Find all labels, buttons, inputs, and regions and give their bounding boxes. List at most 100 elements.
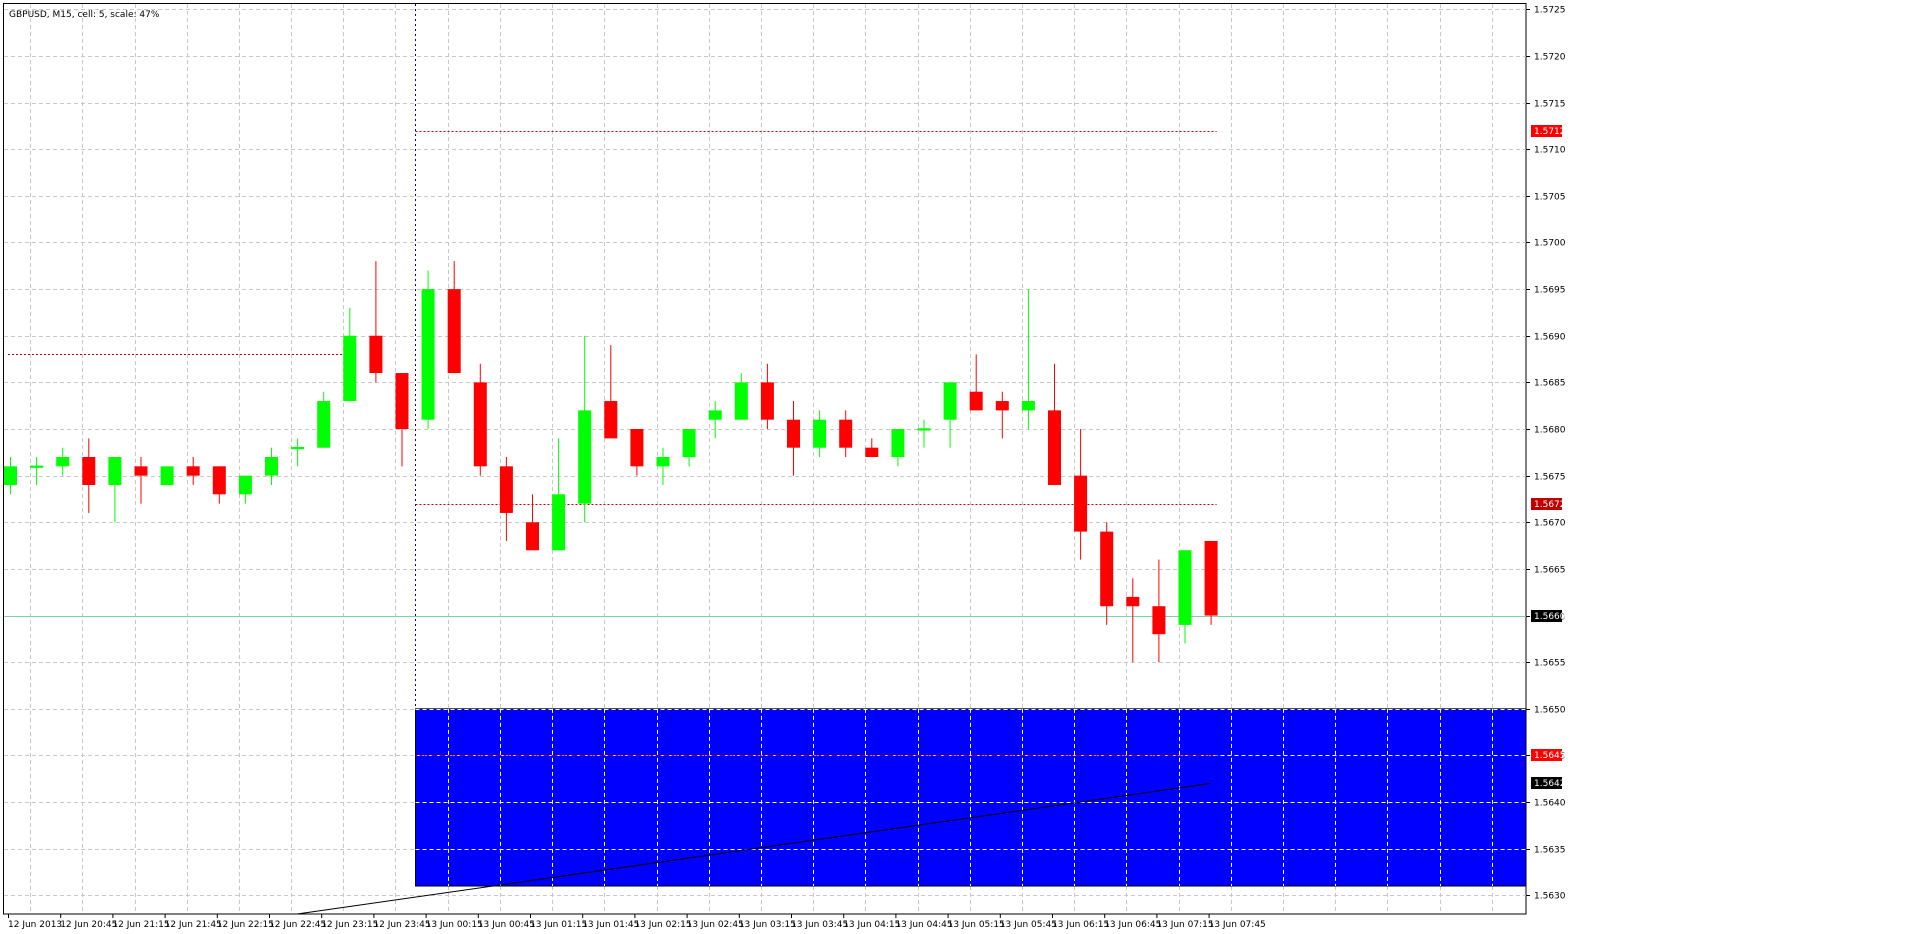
middle-level-badge-bg — [1531, 498, 1562, 510]
candle — [526, 494, 539, 551]
y-tick-label: 1.5655 — [1534, 659, 1566, 669]
candle-body — [1021, 401, 1035, 411]
candle — [343, 307, 357, 402]
candle — [682, 429, 696, 467]
x-tick-label: 12 Jun 22:15 — [217, 920, 274, 930]
y-tick-label: 1.5720 — [1534, 53, 1566, 63]
candle — [604, 345, 618, 439]
candle-body — [238, 475, 252, 495]
candle — [186, 457, 200, 485]
candle — [30, 457, 44, 485]
candle — [1204, 540, 1218, 625]
candle-body — [1178, 550, 1192, 625]
candle-body — [1048, 410, 1061, 485]
candle — [656, 447, 670, 485]
candle — [630, 429, 644, 476]
candle — [891, 429, 905, 467]
upper-level-badge: 1.5712 — [1534, 127, 1566, 137]
zone-level-badge: 1.5645 — [1534, 751, 1566, 761]
candle — [238, 475, 252, 504]
trendline-badge: 1.5642 — [1534, 779, 1566, 789]
x-tick-label: 13 Jun 07:45 — [1209, 920, 1266, 930]
x-tick-label: 12 Jun 23:45 — [373, 920, 430, 930]
candle-body — [1126, 596, 1140, 607]
candle — [1021, 289, 1035, 430]
candle-body — [4, 466, 17, 485]
x-tick-label: 13 Jun 01:15 — [530, 920, 587, 930]
candle-body — [995, 401, 1009, 411]
candle-body — [708, 410, 722, 420]
candle — [56, 447, 70, 476]
candle-body — [787, 419, 800, 448]
candle-body — [1100, 531, 1114, 607]
candle — [1178, 550, 1192, 644]
price-levels — [4, 4, 1526, 915]
candle — [4, 457, 17, 495]
candle-body — [656, 457, 670, 467]
candle — [787, 401, 800, 476]
upper-level-badge-bg — [1531, 125, 1562, 137]
candle-body — [317, 401, 331, 448]
candle — [1048, 363, 1061, 485]
candle-body — [108, 457, 122, 485]
candle-body — [473, 382, 487, 467]
candle-body — [395, 373, 409, 430]
candle-body — [212, 466, 226, 495]
candle-body — [186, 466, 200, 476]
candle — [1152, 559, 1166, 663]
y-tick-label: 1.5650 — [1534, 706, 1566, 716]
plot-frame — [3, 3, 1527, 915]
y-tick-label: 1.5635 — [1534, 846, 1566, 856]
current-price-badge: 1.5660 — [1534, 612, 1566, 622]
candle — [995, 391, 1009, 439]
candle — [969, 354, 983, 411]
candle — [82, 438, 96, 513]
candle — [943, 382, 957, 448]
candle-body — [421, 289, 435, 420]
y-tick-label: 1.5715 — [1534, 100, 1566, 110]
x-tick-label: 12 Jun 23:15 — [321, 920, 378, 930]
candle — [1074, 429, 1088, 560]
candle-body — [447, 289, 461, 374]
middle-level-badge: 1.5672 — [1534, 500, 1566, 510]
candle — [552, 438, 566, 551]
candle — [421, 270, 435, 430]
candle-body — [734, 382, 748, 420]
candle-body — [943, 382, 957, 420]
candle-body — [499, 466, 513, 513]
y-tick-label: 1.5710 — [1534, 146, 1566, 156]
x-tick-label: 13 Jun 06:45 — [1104, 920, 1161, 930]
candle — [1126, 578, 1140, 663]
candle — [1100, 522, 1114, 625]
candle-body — [160, 466, 174, 485]
candle — [212, 466, 226, 504]
x-tick-label: 12 Jun 20:45 — [60, 920, 117, 930]
x-tick-label: 13 Jun 07:15 — [1156, 920, 1213, 930]
candle-body — [682, 429, 696, 457]
candle-body — [865, 447, 879, 457]
trendline — [297, 782, 1211, 915]
candle-body — [630, 429, 644, 467]
candle-body — [578, 410, 592, 504]
y-tick-label: 1.5680 — [1534, 426, 1566, 436]
x-tick-label: 13 Jun 05:15 — [948, 920, 1005, 930]
y-tick-label: 1.5725 — [1534, 6, 1566, 16]
candle — [865, 438, 879, 457]
candle — [395, 373, 409, 467]
x-tick-label: 13 Jun 04:45 — [895, 920, 952, 930]
candle — [369, 261, 383, 383]
candle-body — [1074, 475, 1088, 532]
y-tick-label: 1.5665 — [1534, 566, 1566, 576]
candle — [813, 410, 827, 457]
candle-body — [552, 494, 566, 551]
candle — [108, 457, 122, 523]
candle-body — [526, 522, 539, 551]
candle-body — [969, 391, 983, 411]
x-tick-label: 13 Jun 00:45 — [478, 920, 535, 930]
y-tick-label: 1.5685 — [1534, 379, 1566, 389]
candle — [447, 261, 461, 374]
candle-body — [56, 457, 70, 467]
candles — [4, 261, 1218, 663]
candle — [734, 373, 748, 420]
